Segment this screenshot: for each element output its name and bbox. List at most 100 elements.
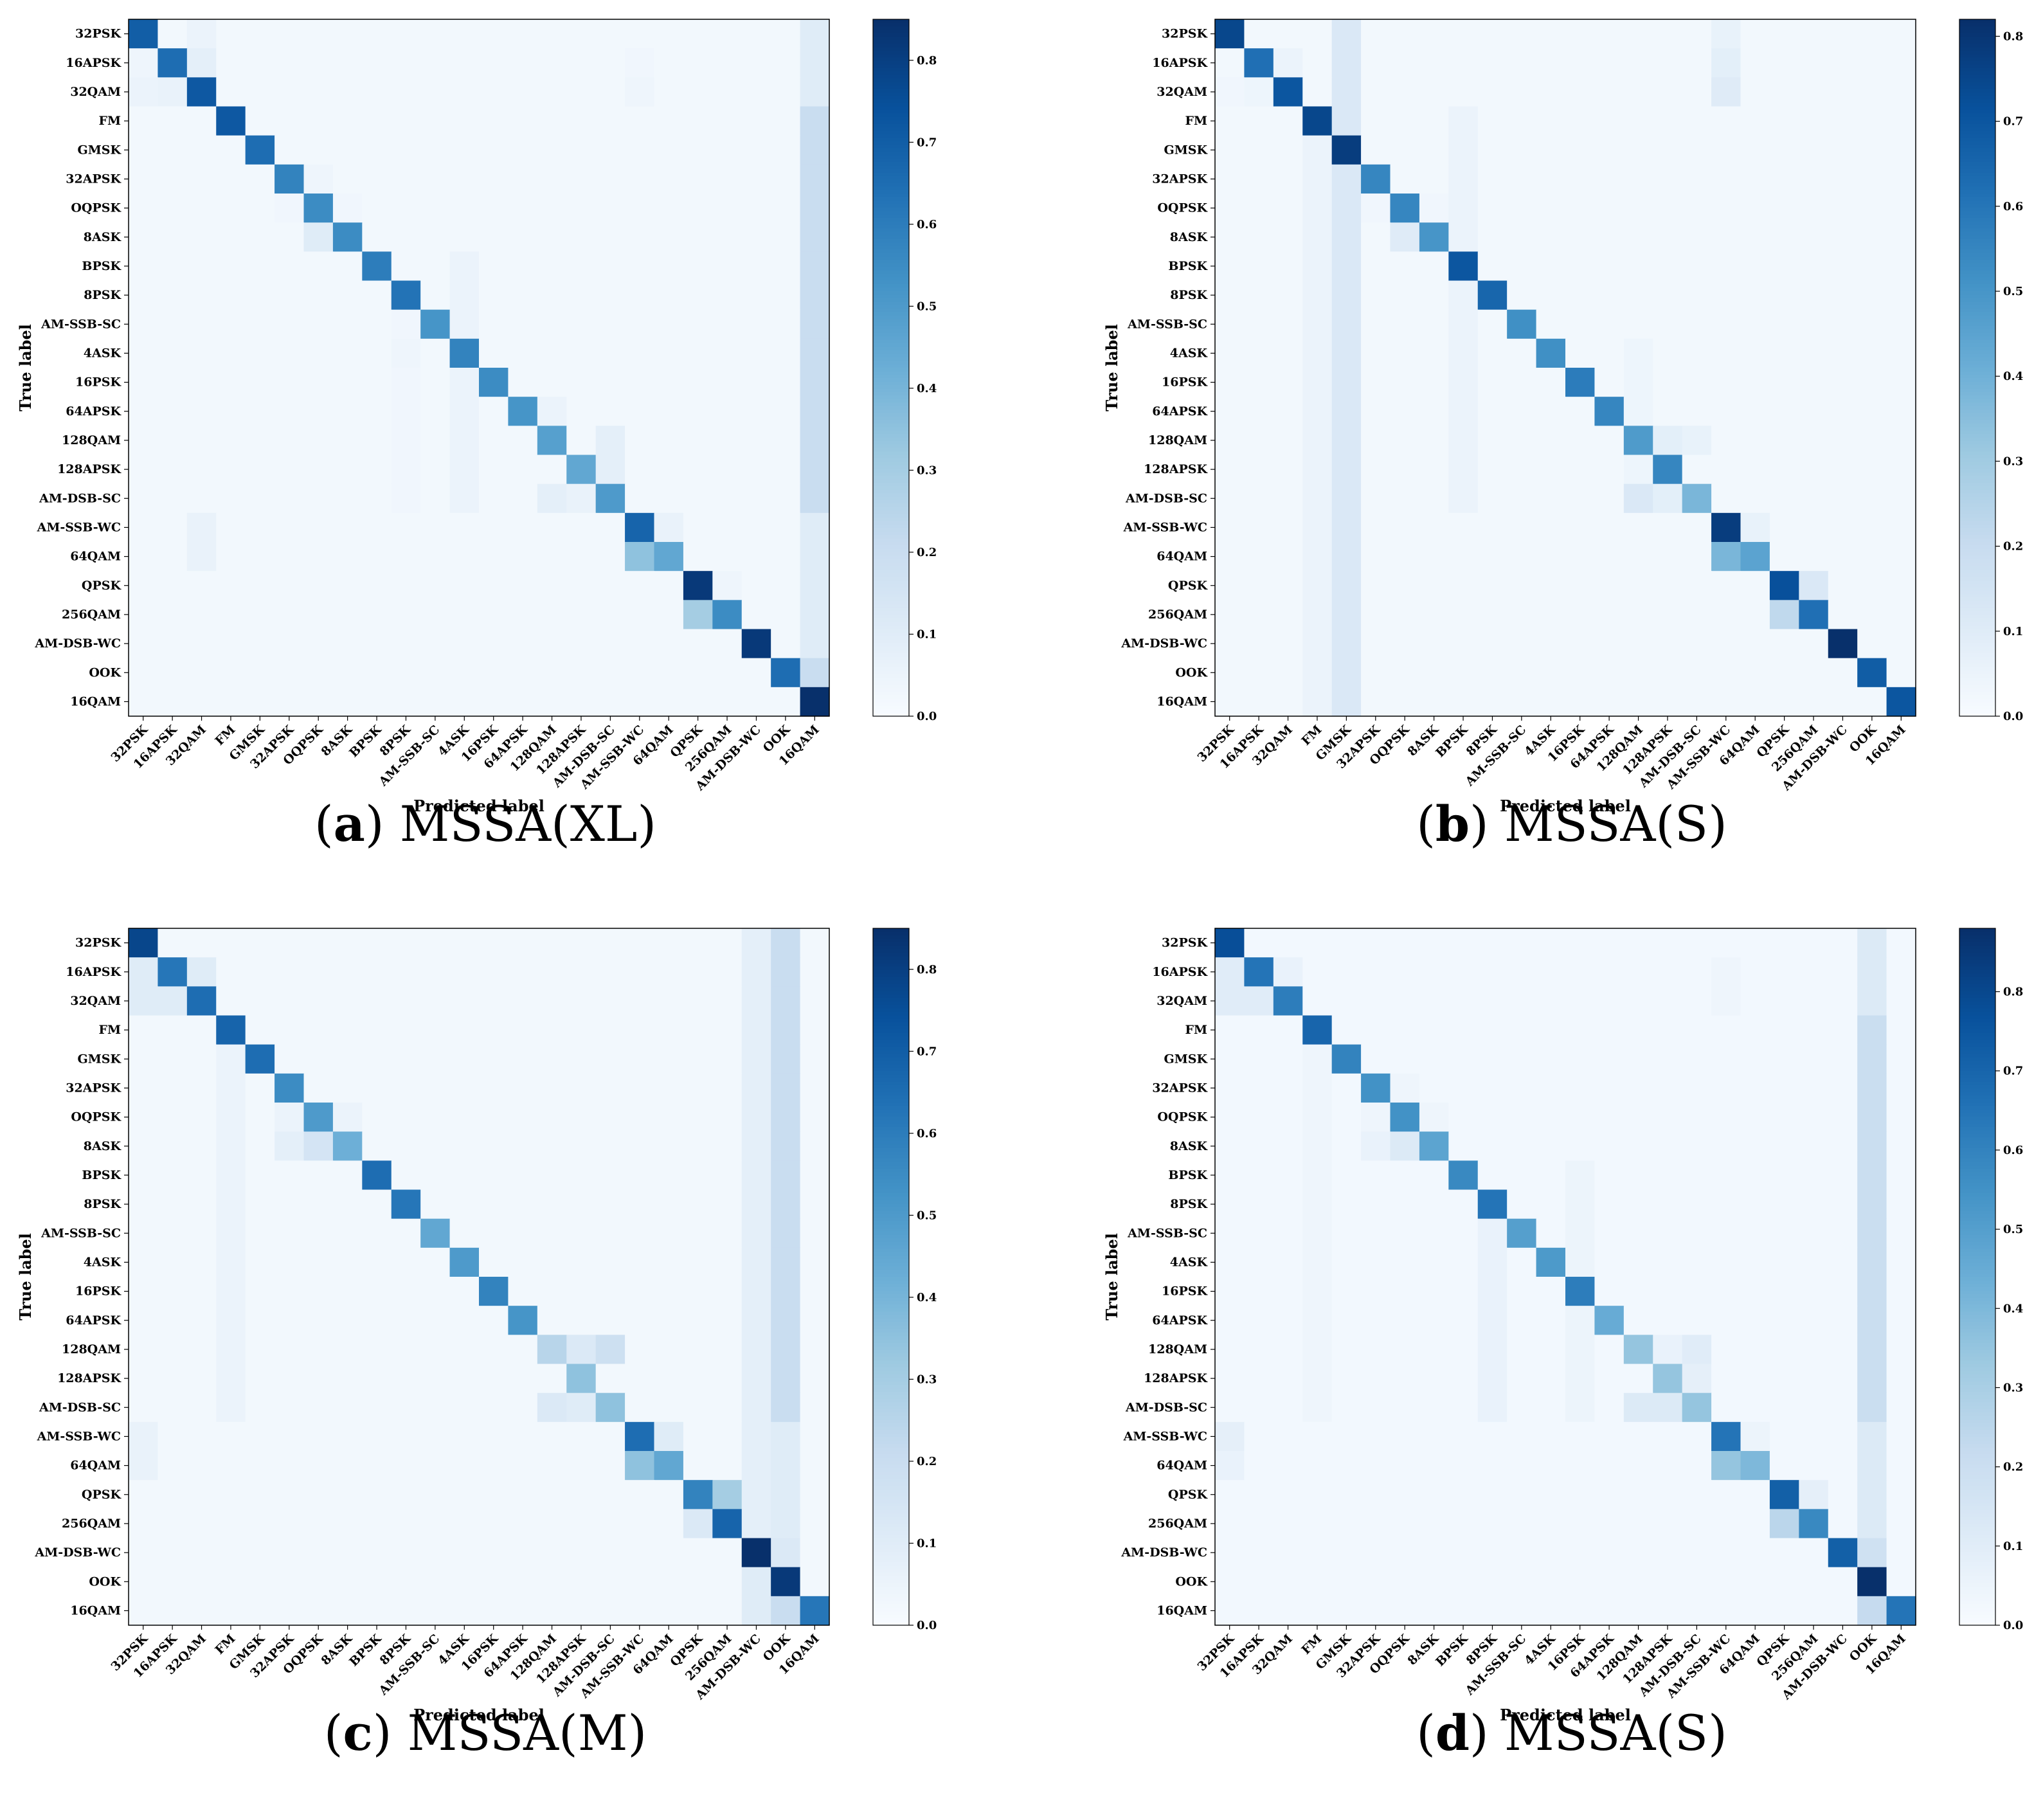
cell-GMSK-8PSK [1477, 135, 1508, 165]
cell-AM-DSB-WC-128APSK [566, 1538, 597, 1568]
cell-FM-32PSK [129, 106, 159, 136]
cell-128APSK-BPSK [1448, 1364, 1479, 1394]
colorbar-step [873, 249, 909, 253]
colorbar-step [873, 378, 909, 383]
cell-8ASK-32PSK [1215, 222, 1245, 252]
cell-32APSK-128QAM [1623, 1073, 1653, 1103]
cell-16QAM-64APSK [1594, 1596, 1625, 1626]
cell-128QAM-GMSK [245, 426, 275, 456]
colorbar-tick-label: 0.0 [2003, 1619, 2023, 1632]
cell-64QAM-OOK [771, 1451, 801, 1481]
cell-32QAM-8PSK [391, 986, 421, 1016]
cell-8PSK-4ASK [449, 1189, 480, 1220]
colorbar-step [873, 1113, 909, 1117]
cell-AM-DSB-WC-16PSK [1565, 1538, 1596, 1568]
cell-GMSK-128APSK [1653, 135, 1683, 165]
cell-QPSK-OQPSK [1390, 1480, 1420, 1509]
cell-4ASK-16APSK [1244, 338, 1274, 368]
y-tick-label: FM [1185, 114, 1207, 128]
cell-32APSK-QPSK [1769, 1073, 1799, 1103]
cell-AM-SSB-WC-AM-SSB-SC [1507, 1421, 1537, 1452]
cell-AM-DSB-WC-8PSK [391, 1538, 421, 1568]
panel-caption: (a) MSSA(XL) [314, 795, 656, 852]
cell-32PSK-256QAM [1799, 19, 1829, 49]
y-tick-label: GMSK [78, 143, 122, 157]
y-tick-labels: 32PSK16APSK32QAMFMGMSK32APSKOQPSK8ASKBPS… [34, 27, 129, 708]
cell-OQPSK-FM [1302, 1103, 1333, 1132]
colorbar-step [873, 343, 909, 348]
cell-OQPSK-64QAM [1740, 1103, 1770, 1132]
colorbar-step [873, 1221, 909, 1225]
cell-64QAM-OQPSK [1390, 1451, 1420, 1481]
colorbar-step [873, 1224, 909, 1229]
cell-32APSK-AM-SSB-WC [1711, 164, 1742, 194]
y-tick-label: 32APSK [66, 172, 122, 186]
cell-128APSK-16PSK [479, 455, 509, 485]
x-axis-label: Predicted label [413, 797, 544, 815]
cell-64APSK-32PSK [129, 1306, 159, 1335]
colorbar-step [1959, 1447, 1995, 1452]
cell-GMSK-AM-DSB-WC [741, 135, 771, 165]
cell-16PSK-32PSK [1215, 368, 1245, 397]
cell-QPSK-8ASK [1419, 1480, 1449, 1509]
cell-16APSK-AM-DSB-SC [1682, 48, 1712, 78]
cell-32QAM-16APSK [158, 986, 188, 1016]
cell-AM-SSB-SC-4ASK [449, 309, 480, 339]
colorbar-step [1959, 1457, 1995, 1463]
cell-QPSK-64QAM [654, 571, 684, 600]
cell-256QAM-32PSK [1215, 600, 1245, 630]
colorbar-step [1959, 1416, 1995, 1421]
cell-4ASK-FM [1302, 338, 1333, 368]
cell-BPSK-32PSK [1215, 1160, 1245, 1191]
colorbar-step [1959, 507, 1995, 512]
colorbar-step [1959, 148, 1995, 152]
cell-QPSK-AM-DSB-SC [595, 571, 626, 600]
y-tick-label: BPSK [82, 1168, 122, 1182]
cell-4ASK-64APSK [508, 1247, 538, 1277]
cell-AM-DSB-SC-64QAM [654, 1392, 684, 1423]
cell-AM-DSB-SC-128APSK [1653, 1392, 1683, 1423]
colorbar-step [873, 1283, 909, 1288]
cell-16PSK-16QAM [1886, 368, 1916, 397]
cell-QPSK-AM-DSB-WC [741, 1480, 771, 1509]
y-tick-label: AM-DSB-SC [39, 1400, 121, 1414]
cell-AM-DSB-WC-AM-DSB-SC [1682, 1538, 1712, 1568]
cell-OQPSK-16APSK [158, 1103, 188, 1132]
cell-8ASK-QPSK [1769, 1131, 1799, 1161]
colorbar-step [1959, 503, 1995, 508]
colorbar-step [873, 667, 909, 672]
colorbar-step [873, 57, 909, 62]
cell-32QAM-32PSK [129, 77, 159, 107]
cell-OOK-QPSK [683, 1567, 713, 1597]
cell-32QAM-AM-DSB-WC [741, 986, 771, 1016]
colorbar-step [873, 1371, 909, 1375]
y-tick-label: 128APSK [1144, 462, 1208, 476]
cell-AM-SSB-SC-32QAM [186, 1218, 217, 1248]
cell-AM-SSB-WC-QPSK [1769, 512, 1799, 543]
colorbar-step [873, 1203, 909, 1208]
cell-QPSK-128APSK [1653, 571, 1683, 600]
cell-64APSK-AM-SSB-WC [1711, 397, 1742, 426]
y-tick-label: AM-DSB-WC [1120, 1545, 1207, 1560]
cell-64APSK-OOK [1857, 1306, 1887, 1335]
cell-8ASK-32QAM [186, 222, 217, 252]
cell-16QAM-32QAM [186, 687, 217, 717]
colorbar-step [873, 1116, 909, 1121]
cell-256QAM-256QAM [1799, 1509, 1829, 1539]
cell-OQPSK-AM-DSB-SC [595, 194, 626, 223]
colorbar-step [1959, 23, 1995, 27]
cell-BPSK-16PSK [479, 251, 509, 282]
cell-128APSK-4ASK [449, 455, 480, 485]
cell-BPSK-OOK [771, 251, 801, 282]
cell-QPSK-256QAM [1799, 571, 1829, 600]
colorbar-step [873, 1158, 909, 1162]
cell-8ASK-QPSK [683, 222, 713, 252]
colorbar-step [873, 987, 909, 992]
cell-16APSK-16QAM [1886, 957, 1916, 987]
cell-256QAM-256QAM [1799, 600, 1829, 630]
colorbar-step [873, 1451, 909, 1455]
cell-BPSK-128APSK [566, 1160, 597, 1191]
cell-GMSK-OOK [1857, 1044, 1887, 1074]
cell-32APSK-AM-DSB-SC [1682, 1073, 1712, 1103]
colorbar-tick-label: 0.1 [917, 1536, 937, 1550]
